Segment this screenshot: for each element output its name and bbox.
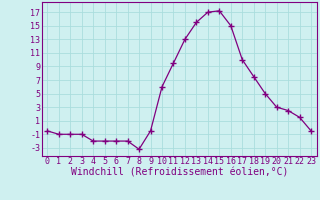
X-axis label: Windchill (Refroidissement éolien,°C): Windchill (Refroidissement éolien,°C) bbox=[70, 168, 288, 178]
